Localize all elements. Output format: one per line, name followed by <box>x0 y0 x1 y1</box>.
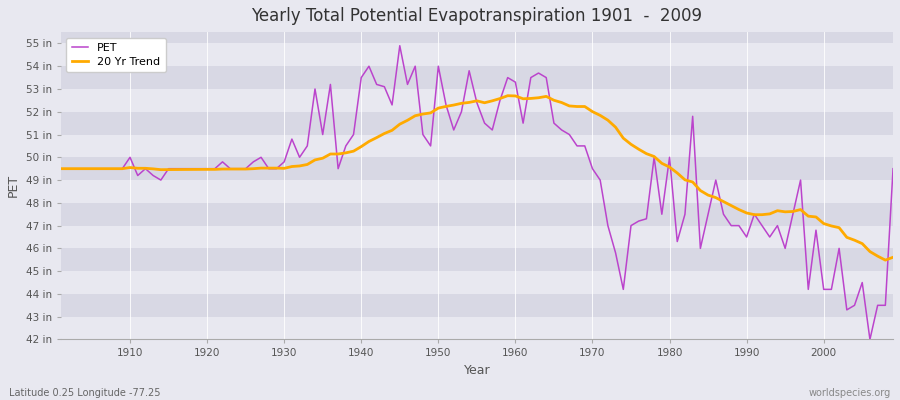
Bar <box>60 44 893 66</box>
20 Yr Trend <box>502 93 513 98</box>
Bar <box>60 317 893 340</box>
Line: 20 Yr Trend: 20 Yr Trend <box>60 96 893 260</box>
Text: Latitude 0.25 Longitude -77.25: Latitude 0.25 Longitude -77.25 <box>9 388 160 398</box>
PET <box>865 337 876 342</box>
20 Yr Trend <box>610 125 621 130</box>
20 Yr Trend <box>887 255 898 260</box>
Y-axis label: PET: PET <box>7 174 20 197</box>
Title: Yearly Total Potential Evapotranspiration 1901  -  2009: Yearly Total Potential Evapotranspiratio… <box>251 7 702 25</box>
Line: PET: PET <box>60 46 893 340</box>
Bar <box>60 89 893 112</box>
Bar <box>60 271 893 294</box>
PET <box>510 80 521 84</box>
20 Yr Trend <box>518 96 528 101</box>
Bar <box>60 21 893 44</box>
PET <box>333 166 344 171</box>
PET <box>518 121 528 126</box>
20 Yr Trend <box>510 94 521 98</box>
Bar <box>60 203 893 226</box>
PET <box>394 43 405 48</box>
Bar <box>60 294 893 317</box>
20 Yr Trend <box>333 152 344 156</box>
20 Yr Trend <box>117 166 128 171</box>
PET <box>117 166 128 171</box>
20 Yr Trend <box>880 258 891 262</box>
20 Yr Trend <box>286 164 297 169</box>
20 Yr Trend <box>55 166 66 171</box>
PET <box>610 250 621 255</box>
Text: worldspecies.org: worldspecies.org <box>809 388 891 398</box>
PET <box>55 166 66 171</box>
Bar <box>60 248 893 271</box>
Bar <box>60 66 893 89</box>
Bar <box>60 112 893 134</box>
PET <box>286 137 297 142</box>
Bar <box>60 157 893 180</box>
PET <box>887 166 898 171</box>
Bar <box>60 180 893 203</box>
X-axis label: Year: Year <box>464 364 490 377</box>
Legend: PET, 20 Yr Trend: PET, 20 Yr Trend <box>67 38 166 72</box>
Bar <box>60 226 893 248</box>
Bar <box>60 134 893 157</box>
